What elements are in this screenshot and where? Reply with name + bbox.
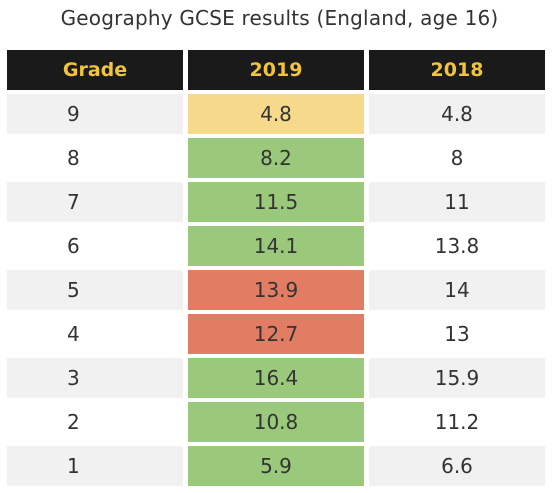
value-2018-cell: 6.6 [369, 446, 545, 486]
results-table: Grade 2019 2018 9 4.8 4.8 8 8.2 8 7 11.5 11 6 14.1… [7, 50, 545, 490]
header-2019: 2019 [188, 50, 364, 90]
table-row: 5 13.9 14 [7, 270, 545, 310]
value-2018-cell: 4.8 [369, 94, 545, 134]
grade-cell: 6 [7, 226, 183, 266]
value-2019-cell: 4.8 [188, 94, 364, 134]
header-grade: Grade [7, 50, 183, 90]
grade-cell: 7 [7, 182, 183, 222]
value-2019-cell: 5.9 [188, 446, 364, 486]
value-2019-cell: 11.5 [188, 182, 364, 222]
value-2018-cell: 8 [369, 138, 545, 178]
value-2018-cell: 14 [369, 270, 545, 310]
value-2019-cell: 16.4 [188, 358, 364, 398]
table-row: 7 11.5 11 [7, 182, 545, 222]
value-2019-cell: 14.1 [188, 226, 364, 266]
value-2018-cell: 13 [369, 314, 545, 354]
value-2019-cell: 8.2 [188, 138, 364, 178]
value-2018-cell: 11.2 [369, 402, 545, 442]
table-row: 9 4.8 4.8 [7, 94, 545, 134]
grade-cell: 8 [7, 138, 183, 178]
table-row: 3 16.4 15.9 [7, 358, 545, 398]
header-row: Grade 2019 2018 [7, 50, 545, 90]
grade-cell: 5 [7, 270, 183, 310]
table-title: Geography GCSE results (England, age 16) [60, 6, 499, 30]
header-2018: 2018 [369, 50, 545, 90]
table-row: 8 8.2 8 [7, 138, 545, 178]
grade-cell: 4 [7, 314, 183, 354]
table-row: 4 12.7 13 [7, 314, 545, 354]
table-row: 2 10.8 11.2 [7, 402, 545, 442]
value-2019-cell: 12.7 [188, 314, 364, 354]
value-2019-cell: 13.9 [188, 270, 364, 310]
value-2018-cell: 13.8 [369, 226, 545, 266]
grade-cell: 1 [7, 446, 183, 486]
value-2018-cell: 11 [369, 182, 545, 222]
value-2019-cell: 10.8 [188, 402, 364, 442]
value-2018-cell: 15.9 [369, 358, 545, 398]
grade-cell: 2 [7, 402, 183, 442]
grade-cell: 9 [7, 94, 183, 134]
grade-cell: 3 [7, 358, 183, 398]
table-row: 1 5.9 6.6 [7, 446, 545, 486]
table-row: 6 14.1 13.8 [7, 226, 545, 266]
